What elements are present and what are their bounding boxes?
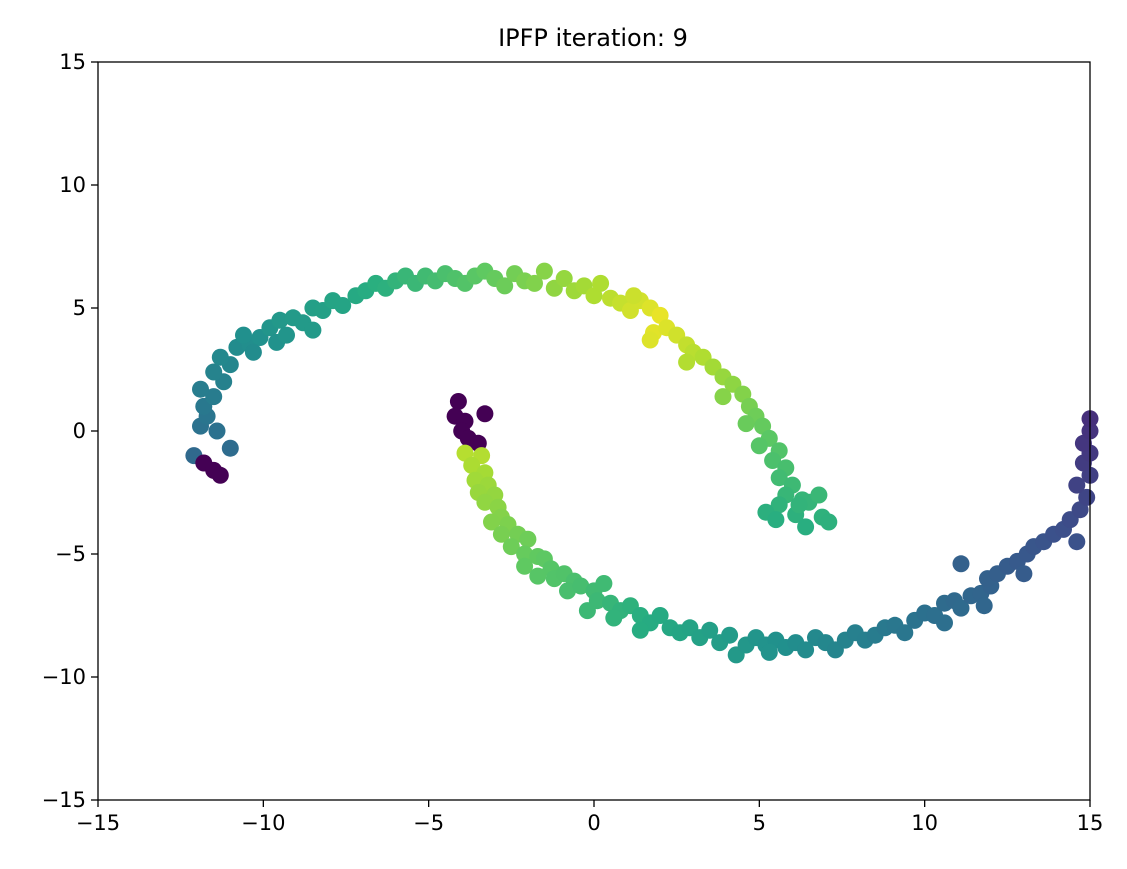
y-tick-label: −10 xyxy=(42,665,86,689)
scatter-point xyxy=(271,311,289,329)
scatter-point xyxy=(492,525,510,543)
y-tick-label: −15 xyxy=(42,788,86,812)
scatter-point xyxy=(721,626,739,644)
scatter-point xyxy=(205,363,223,381)
scatter-point xyxy=(449,393,467,410)
scatter-point xyxy=(820,513,838,531)
scatter-point xyxy=(1068,533,1086,551)
scatter-point xyxy=(208,422,226,440)
scatter-point xyxy=(211,348,229,366)
scatter-point xyxy=(797,641,815,659)
scatter-point xyxy=(555,270,573,287)
scatter-point xyxy=(760,643,778,661)
y-tick-label: 0 xyxy=(73,419,86,443)
y-tick-label: 5 xyxy=(73,296,86,320)
x-tick-label: 5 xyxy=(753,811,766,835)
ticks-layer: −15 −10 −5 0 5 10 15 −15 −10 −5 0 5 10 15 xyxy=(42,50,1104,835)
scatter-point xyxy=(797,518,815,536)
x-tick-label: 15 xyxy=(1077,811,1104,835)
scatter-point xyxy=(483,513,500,531)
x-tick-label: −15 xyxy=(76,811,120,835)
x-tick-label: 0 xyxy=(587,811,600,835)
scatter-point xyxy=(578,602,596,620)
scatter-point xyxy=(701,621,719,639)
scatter-point xyxy=(244,343,262,361)
scatter-point xyxy=(235,326,252,344)
x-tick-label: −10 xyxy=(241,811,285,835)
scatter-point xyxy=(737,415,755,433)
scatter-point xyxy=(1078,488,1096,506)
scatter-point xyxy=(304,321,322,339)
scatter-point xyxy=(535,262,553,280)
scatter-point xyxy=(502,538,520,556)
scatter-point xyxy=(952,555,970,573)
y-tick-label: 10 xyxy=(59,173,86,197)
scatter-point xyxy=(605,609,623,627)
scatter-point xyxy=(641,331,659,349)
scatter-point xyxy=(1015,565,1033,583)
scatter-point xyxy=(516,557,534,575)
scatter-point xyxy=(476,405,494,423)
scatter-point xyxy=(770,496,788,514)
scatter-point xyxy=(595,575,613,592)
scatter-point xyxy=(221,439,239,457)
scatter-point xyxy=(952,599,970,617)
scatter-point xyxy=(278,326,295,344)
scatter-point xyxy=(559,582,576,600)
scatter-point xyxy=(572,577,590,595)
y-tick-label: −5 xyxy=(55,542,86,566)
scatter-point xyxy=(526,274,543,292)
scatter-point xyxy=(975,597,993,615)
scatter-point xyxy=(767,511,785,529)
scatter-point xyxy=(205,388,223,406)
scatter-point xyxy=(896,624,914,642)
scatter-point xyxy=(790,496,808,514)
scatter-point xyxy=(625,287,643,305)
scatter-point xyxy=(519,530,537,548)
scatter-point xyxy=(770,469,788,487)
scatter-point xyxy=(211,466,229,484)
scatter-point xyxy=(764,452,782,469)
scatter-point xyxy=(463,456,481,474)
scatter-point xyxy=(810,486,828,504)
scatter-point xyxy=(750,437,768,455)
scatter-point xyxy=(1068,476,1086,494)
chart-title: IPFP iteration: 9 xyxy=(498,24,688,52)
scatter-point xyxy=(496,277,514,295)
scatter-point xyxy=(714,388,732,406)
scatter-point xyxy=(678,353,696,371)
scatter-point xyxy=(592,274,610,292)
scatter-point xyxy=(936,614,953,632)
scatter-point xyxy=(631,621,649,639)
x-tick-label: 10 xyxy=(911,811,938,835)
scatter-point xyxy=(651,607,669,624)
scatter-point xyxy=(334,297,352,314)
scatter-point xyxy=(529,567,547,585)
scatter-point xyxy=(516,545,534,563)
scatter-point xyxy=(192,380,209,398)
y-tick-label: 15 xyxy=(59,50,86,74)
axes-frame xyxy=(97,61,1091,801)
points-layer xyxy=(185,262,1099,664)
x-tick-label: −5 xyxy=(413,811,444,835)
scatter-point xyxy=(476,493,494,511)
